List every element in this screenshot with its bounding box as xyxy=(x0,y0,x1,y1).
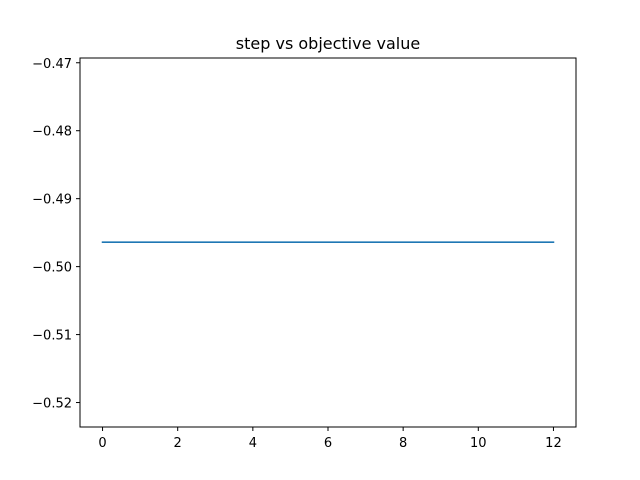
x-axis: 0 2 4 6 8 10 12 xyxy=(98,427,562,451)
y-tick-label: −0.52 xyxy=(32,397,72,412)
x-tick-label: 10 xyxy=(470,436,487,451)
y-tick-label: −0.47 xyxy=(32,57,72,72)
y-tick-label: −0.49 xyxy=(32,193,72,208)
chart-title: step vs objective value xyxy=(236,34,420,53)
x-tick-label: 6 xyxy=(324,436,332,451)
plot-frame xyxy=(79,57,577,428)
y-tick-label: −0.51 xyxy=(32,329,72,344)
x-tick-label: 4 xyxy=(249,436,257,451)
y-axis: −0.47 −0.48 −0.49 −0.50 −0.51 −0.52 xyxy=(32,57,80,412)
y-tick-label: −0.50 xyxy=(32,261,72,276)
x-tick-label: 2 xyxy=(174,436,182,451)
x-tick-label: 0 xyxy=(98,436,106,451)
x-tick-label: 12 xyxy=(545,436,562,451)
y-tick-label: −0.48 xyxy=(32,125,72,140)
x-tick-label: 8 xyxy=(399,436,407,451)
